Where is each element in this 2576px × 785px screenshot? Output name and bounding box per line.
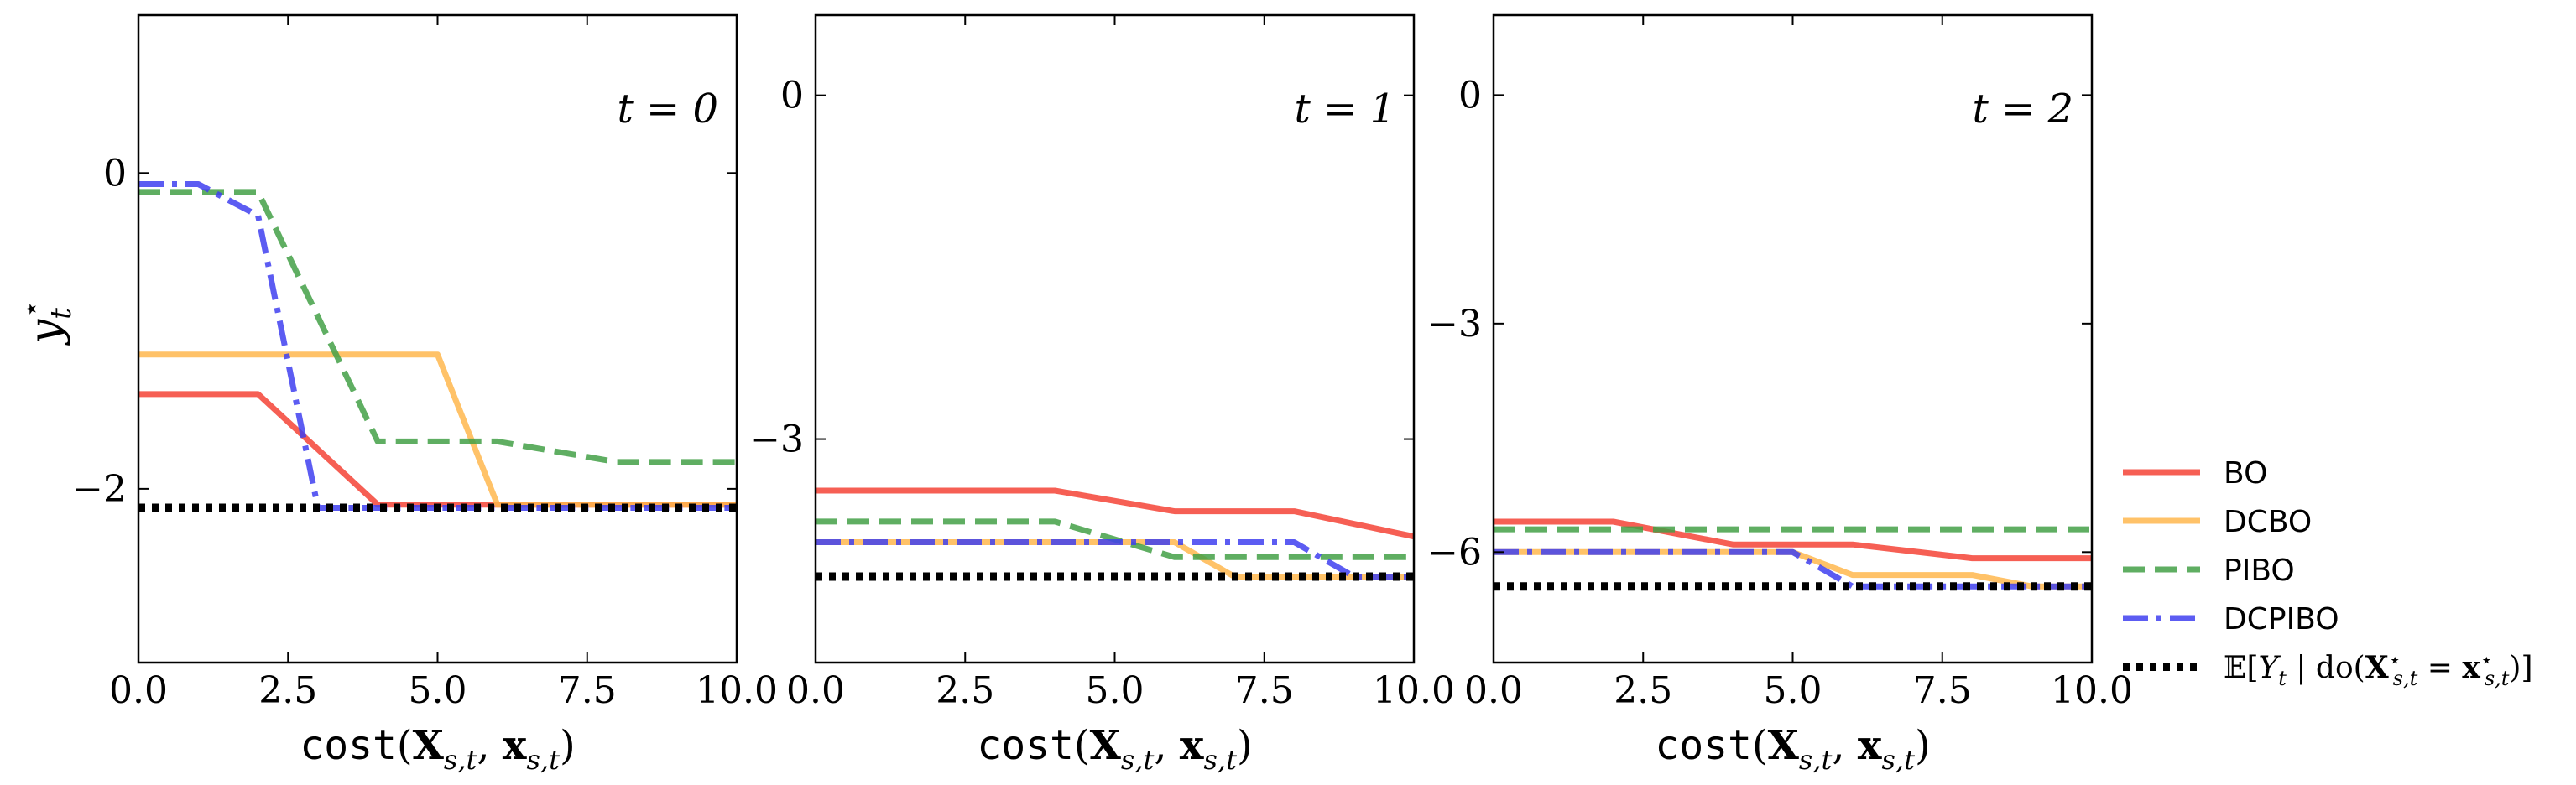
series-line-dcpibo (138, 181, 737, 511)
x-tick-label: 2.5 (258, 669, 317, 712)
legend-label: 𝔼[Yt | do(X⋆ s,t = x⋆ s,t)] (2224, 648, 2533, 690)
panel-t2: 0.0 2.5 5.0 7.5 10.0 0 −3 −6 t = 2 cost(Xs,t, xs,… (1427, 13, 2133, 776)
y-tick-label: −2 (72, 468, 127, 511)
series-line-bo (138, 391, 737, 508)
x-tick-label: 7.5 (1235, 669, 1294, 712)
legend-label: PIBO (2224, 554, 2295, 588)
legend: BO DCBO PIBO DCPIBO 𝔼[Yt | do(X⋆ s,t = x⋆ s,t)… (2123, 456, 2533, 690)
series-line-dcpibo (1494, 548, 2092, 590)
x-axis-label: cost(Xs,t, xs,t) (977, 722, 1252, 776)
legend-label: DCBO (2224, 505, 2312, 539)
x-tick-label: 2.5 (1614, 669, 1672, 712)
y-tick-label: −6 (1427, 531, 1482, 574)
y-tick-label: −3 (1427, 303, 1482, 346)
x-tick-label: 0.0 (109, 669, 168, 712)
x-tick-label: 10.0 (1373, 669, 1455, 712)
panel-label: t = 2 (1972, 86, 2073, 133)
y-tick-label: 0 (780, 75, 804, 117)
series-group (1494, 518, 2092, 591)
x-axis-label: cost(Xs,t, xs,t) (300, 722, 575, 776)
y-tick-label: 0 (103, 152, 127, 195)
x-tick-label: 5.0 (1764, 669, 1822, 712)
series-group (138, 181, 737, 512)
legend-label: DCPIBO (2224, 602, 2339, 637)
panel-label: t = 1 (1294, 86, 1395, 133)
series-line-bo (816, 487, 1414, 540)
x-tick-label: 5.0 (1086, 669, 1145, 712)
panel-t1: 0.0 2.5 5.0 7.5 10.0 0 −3 t = 1 cost(Xs,t, xs,t) (749, 13, 1455, 776)
series-group (816, 487, 1414, 581)
series-line-pibo (138, 189, 737, 465)
series-line-dcbo (138, 351, 737, 508)
panel-t0: 0.0 2.5 5.0 7.5 10.0 0 −2 t = 0 cost(Xs,t, xs,t)… (14, 13, 778, 776)
series-line-bo (1494, 518, 2092, 562)
x-tick-label: 7.5 (558, 669, 617, 712)
x-tick-label: 5.0 (409, 669, 467, 712)
x-tick-label: 10.0 (696, 669, 778, 712)
y-axis-label: yt⋆ (14, 300, 78, 346)
panel-label: t = 0 (617, 86, 718, 133)
x-tick-label: 2.5 (936, 669, 994, 712)
y-tick-label: −3 (749, 418, 804, 461)
x-tick-label: 10.0 (2051, 669, 2133, 712)
x-tick-label: 0.0 (1464, 669, 1523, 712)
y-tick-label: 0 (1458, 74, 1482, 117)
x-tick-label: 7.5 (1913, 669, 1972, 712)
legend-label: BO (2224, 456, 2267, 491)
x-tick-label: 0.0 (786, 669, 845, 712)
x-axis-label: cost(Xs,t, xs,t) (1655, 722, 1930, 776)
